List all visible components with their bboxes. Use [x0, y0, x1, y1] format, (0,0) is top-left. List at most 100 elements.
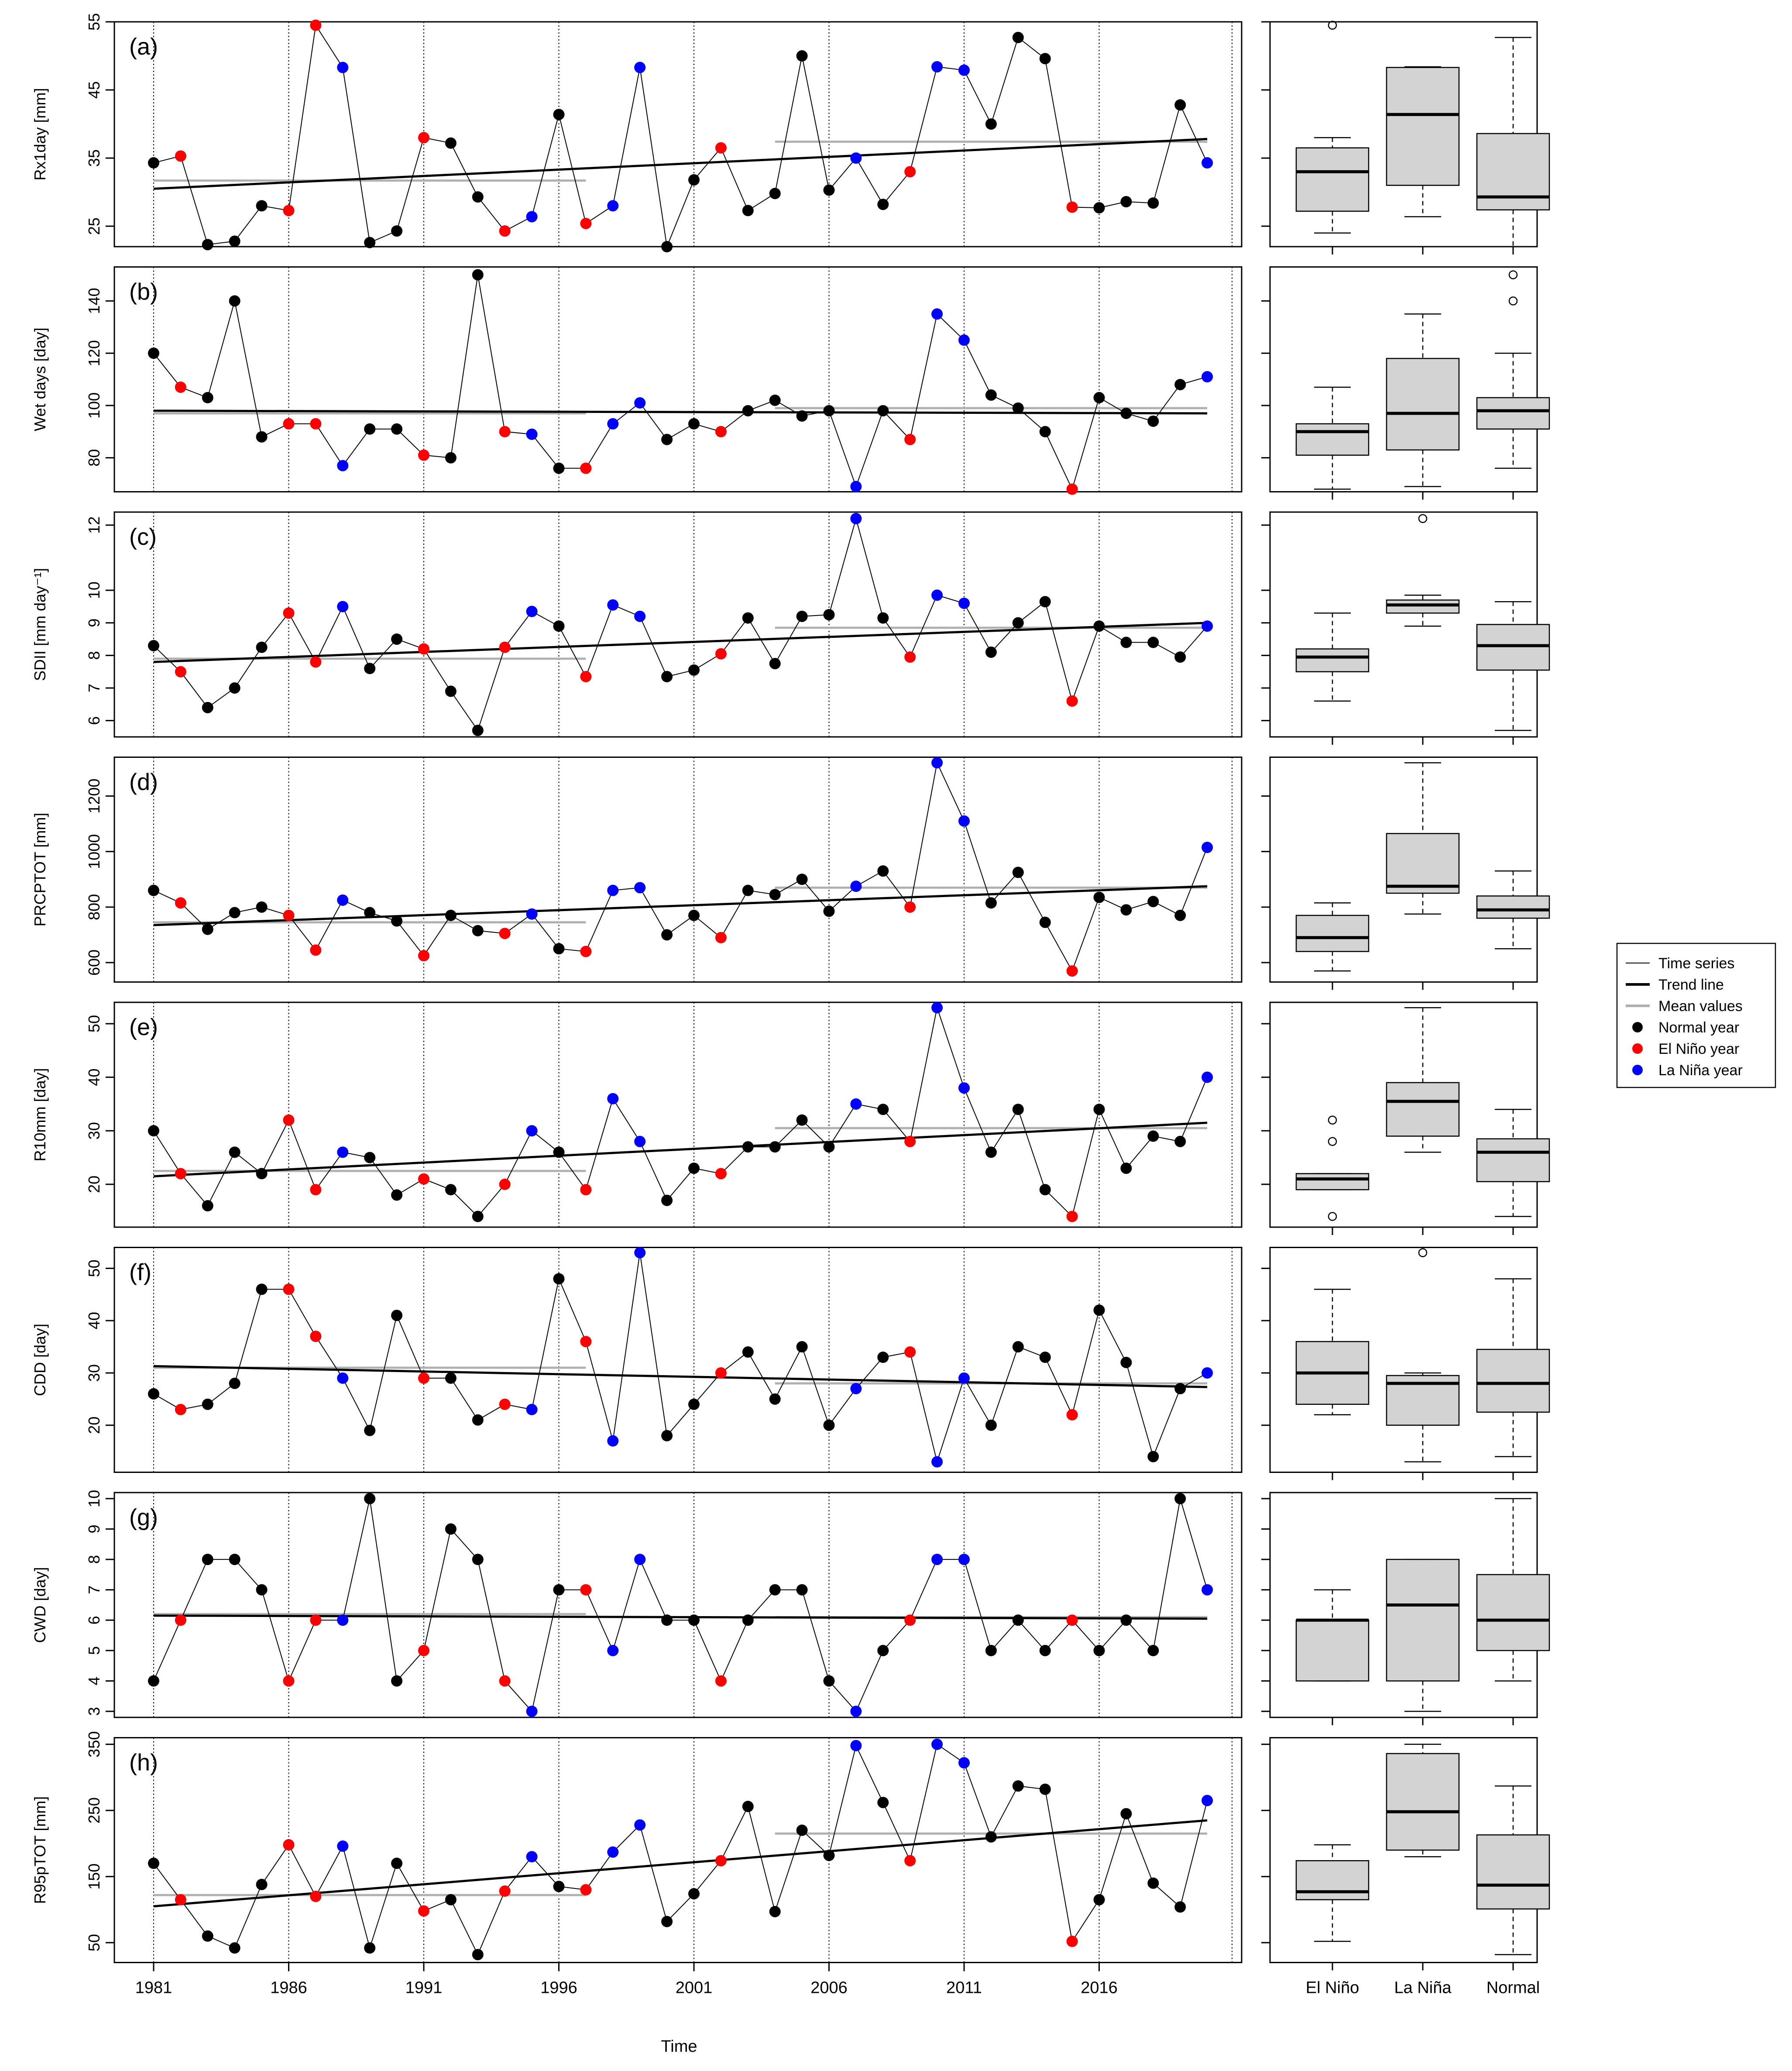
box-iqr: [1476, 1834, 1550, 1910]
data-point-2003: [742, 1614, 754, 1626]
data-point-1984: [229, 682, 240, 694]
series-line: [153, 24, 1208, 248]
box-outlier: [1418, 1248, 1428, 1257]
y-tick-label: 40: [85, 1069, 103, 1086]
data-point-1990: [391, 1189, 403, 1201]
data-point-1996: [553, 943, 565, 955]
panel-g: 3 4 5 6 7 8 9 10 CWD [day] (g): [31, 1490, 1550, 1725]
data-point-2005: [796, 610, 808, 622]
data-point-1994: [499, 641, 511, 653]
data-point-1982: [175, 381, 186, 393]
data-point-2016: [1093, 202, 1105, 214]
data-point-2005: [796, 50, 808, 62]
boxplot-frame: [1269, 757, 1538, 983]
data-point-2017: [1120, 407, 1132, 419]
box-outlier: [1328, 21, 1337, 30]
data-point-2009: [904, 166, 916, 178]
x-axis: 1981 1986 1991 1996 2001 2006 2011 2016 El Niño L…: [135, 1962, 1540, 1997]
timeseries-frame: [113, 1001, 1243, 1228]
data-point-2015: [1066, 201, 1078, 213]
data-point-1984: [229, 1554, 240, 1565]
data-point-1996: [553, 462, 565, 474]
data-point-1991: [418, 950, 429, 962]
panel-label: (g): [129, 1504, 158, 1531]
box-iqr: [1476, 895, 1550, 919]
data-point-1991: [418, 132, 429, 144]
y-tick-label: 1200: [85, 778, 103, 813]
data-point-1997: [580, 462, 592, 474]
timeseries-frame: [113, 1247, 1243, 1473]
data-point-1985: [256, 1878, 268, 1890]
data-point-2017: [1120, 1808, 1132, 1820]
data-point-1986: [283, 1839, 295, 1851]
y-tick-label: 30: [85, 1122, 103, 1139]
data-point-2003: [742, 884, 754, 896]
data-point-2003: [742, 205, 754, 217]
data-point-2017: [1120, 904, 1132, 916]
y-axis-label: R95pTOT [mm]: [31, 1796, 49, 1904]
panel-e: 20 30 40 50 R10mm [day] (e): [31, 1001, 1550, 1235]
data-point-1982: [175, 897, 186, 909]
data-point-2011: [958, 1554, 970, 1565]
data-point-1997: [580, 946, 592, 957]
data-point-1981: [148, 884, 159, 896]
y-tick-label: 40: [85, 1312, 103, 1329]
data-point-2020: [1202, 1071, 1213, 1083]
boxplot-normal: [1476, 1108, 1550, 1217]
box-outlier: [1328, 1137, 1337, 1146]
data-point-1989: [364, 423, 376, 435]
data-point-1999: [634, 1819, 646, 1831]
y-tick-label: 80: [85, 449, 103, 467]
data-point-2004: [769, 889, 781, 901]
trend-line: [153, 138, 1208, 190]
data-point-2013: [1012, 402, 1024, 414]
data-point-1983: [202, 1398, 213, 1410]
data-point-1987: [310, 1614, 322, 1626]
data-point-1984: [229, 1146, 240, 1158]
data-point-2014: [1039, 1184, 1051, 1196]
data-point-2016: [1093, 1104, 1105, 1115]
y-tick-label: 8: [85, 651, 103, 660]
legend-label: El Niño year: [1658, 1041, 1739, 1057]
box-iqr: [1295, 423, 1370, 456]
data-point-1987: [310, 418, 322, 430]
data-point-2020: [1202, 1795, 1213, 1806]
data-point-2002: [715, 1367, 727, 1379]
box-iqr: [1295, 147, 1370, 212]
data-point-2002: [715, 1675, 727, 1687]
data-point-2009: [904, 433, 916, 445]
data-point-1985: [256, 1584, 268, 1596]
trend-line: [153, 885, 1208, 926]
data-point-1990: [391, 225, 403, 237]
panel-label: (b): [129, 279, 158, 305]
data-point-2014: [1039, 916, 1051, 928]
data-point-2019: [1174, 909, 1186, 921]
data-point-2001: [688, 1888, 700, 1899]
boxplot-normal: [1476, 1498, 1550, 1682]
data-point-1993: [472, 925, 484, 936]
x-tick-label: 1996: [540, 1979, 577, 1997]
y-tick-label: 6: [85, 1616, 103, 1624]
data-point-1988: [337, 1614, 349, 1626]
boxplot-la-nina: [1386, 1248, 1460, 1462]
panel-f: 20 30 40 50 CDD [day] (f): [31, 1247, 1550, 1480]
box-iqr: [1386, 358, 1460, 451]
data-point-2012: [985, 1419, 997, 1431]
data-point-1993: [472, 191, 484, 203]
data-point-1982: [175, 1168, 186, 1180]
panel-label: (f): [129, 1259, 151, 1286]
data-point-1997: [580, 1884, 592, 1896]
boxplot-la-nina: [1386, 1744, 1460, 1858]
trend-line: [153, 1365, 1208, 1388]
data-point-2019: [1174, 378, 1186, 390]
data-point-2006: [823, 184, 835, 196]
data-point-1986: [283, 1114, 295, 1126]
data-point-2012: [985, 118, 997, 130]
y-tick-label: 1000: [85, 834, 103, 869]
data-point-2006: [823, 1675, 835, 1687]
data-point-2004: [769, 658, 781, 670]
box-outlier: [1328, 1115, 1337, 1125]
x-tick-label: 1981: [135, 1979, 172, 1997]
timeseries-frame: [113, 1492, 1243, 1718]
boxplot-la-nina: [1386, 514, 1460, 627]
